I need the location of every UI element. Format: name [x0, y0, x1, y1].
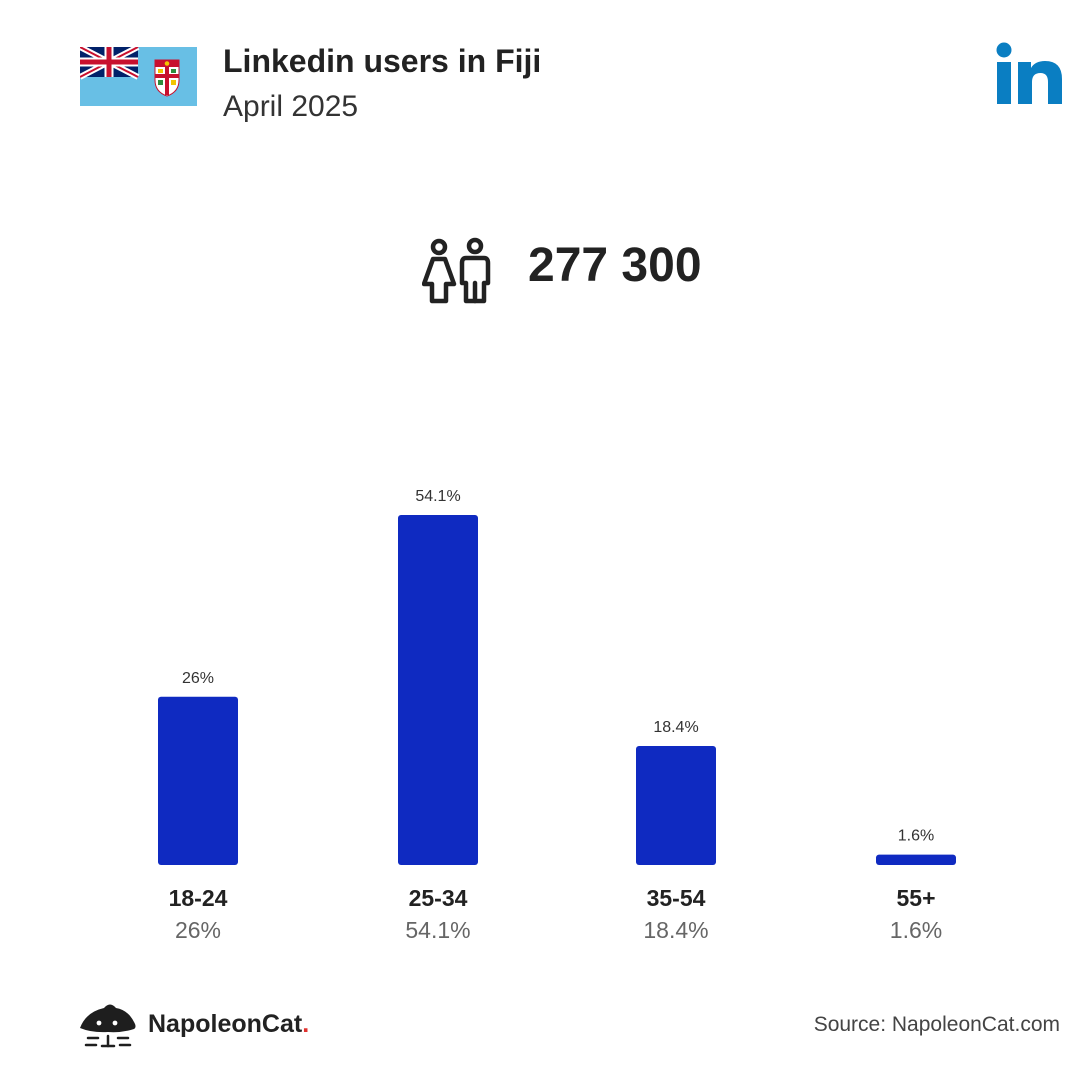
category-label-group: 18-24 26%	[118, 882, 278, 946]
bar-value-label: 26%	[182, 670, 214, 687]
bar-value-label: 18.4%	[653, 719, 698, 736]
bar-55+	[876, 854, 956, 865]
users-icon	[422, 237, 491, 304]
category-label-group: 25-34 54.1%	[358, 882, 518, 946]
category-label: 35-54	[646, 885, 706, 911]
bar-value-label: 1.6%	[898, 828, 934, 845]
category-value: 1.6%	[889, 917, 943, 943]
brand-name-text: NapoleonCat	[148, 1010, 303, 1038]
category-value: 54.1%	[405, 917, 471, 943]
bar-value-label: 54.1%	[415, 488, 460, 505]
category-label: 25-34	[408, 885, 468, 911]
category-label-group: 55+ 1.6%	[836, 882, 996, 946]
category-label-group: 35-54 18.4%	[596, 882, 756, 946]
linkedin-logo-icon	[996, 42, 1062, 104]
bar-18-24	[158, 696, 238, 865]
total-users-value: 277 300	[528, 239, 702, 292]
bar-35-54	[636, 745, 716, 865]
page-title: Linkedin users in Fiji	[223, 43, 542, 79]
source-note: Source: NapoleonCat.com	[813, 1013, 1060, 1036]
category-value: 18.4%	[643, 917, 709, 943]
category-value: 26%	[174, 917, 222, 943]
bar-25-34	[398, 515, 478, 865]
category-label: 18-24	[168, 885, 228, 911]
fiji-flag-icon	[80, 47, 197, 106]
brand-dot: .	[302, 1010, 310, 1038]
napoleoncat-logo-icon	[80, 1004, 136, 1048]
page-subtitle: April 2025	[223, 90, 359, 123]
category-label: 55+	[896, 885, 936, 911]
brand-name: NapoleonCat.	[148, 1010, 309, 1039]
